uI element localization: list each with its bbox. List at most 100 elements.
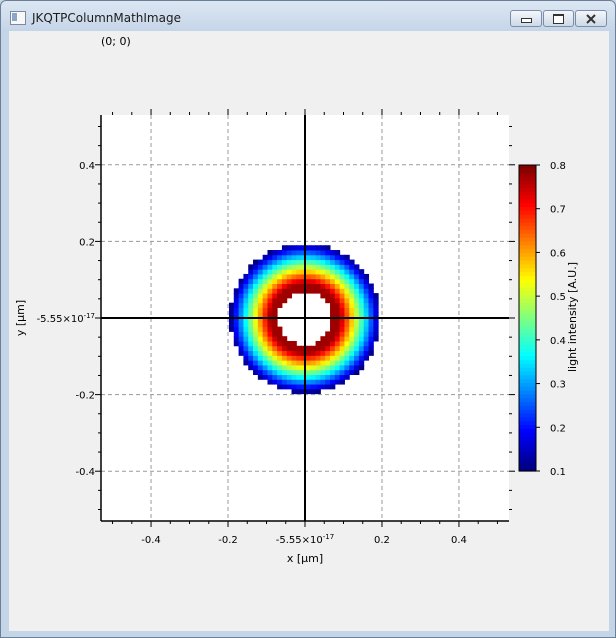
heatmap-cell xyxy=(267,312,273,318)
colorbar-tick-label: 0.4 xyxy=(550,336,566,347)
heatmap-cell xyxy=(334,264,341,270)
heatmap-cell xyxy=(363,350,370,356)
heatmap-cell xyxy=(305,369,312,375)
heatmap-cell xyxy=(334,259,341,265)
heatmap-cell xyxy=(325,288,331,294)
heatmap-cell xyxy=(305,283,312,289)
heatmap-cell xyxy=(368,331,374,337)
heatmap-cell xyxy=(373,336,379,342)
heatmap-cell xyxy=(330,350,336,356)
heatmap-cell xyxy=(330,254,336,261)
heatmap-cell xyxy=(286,264,293,270)
heatmap-cell xyxy=(272,250,278,256)
heatmap-cell xyxy=(339,302,345,308)
heatmap-cell xyxy=(349,302,355,308)
heatmap-cell xyxy=(272,254,278,261)
heatmap-cell xyxy=(253,269,259,275)
plot-area[interactable]: -0.4 -0.2 -5.55×10-17 0.2 0.4 0.4 0.2 -5.55×10… xyxy=(9,31,609,631)
heatmap-cell xyxy=(320,350,326,356)
heatmap-cell xyxy=(257,374,264,380)
heatmap-cell xyxy=(344,312,350,318)
heatmap-cell xyxy=(358,364,365,371)
heatmap-cell xyxy=(344,293,350,299)
heatmap-cell xyxy=(291,288,297,294)
heatmap-cell xyxy=(301,364,307,371)
heatmap-cell xyxy=(310,355,317,361)
title-bar[interactable]: JKQTPColumnMathImage xyxy=(1,1,615,31)
heatmap-cell xyxy=(354,345,360,352)
heatmap-cell xyxy=(330,321,336,328)
minimize-button[interactable] xyxy=(510,10,542,27)
heatmap-cell xyxy=(257,317,264,323)
heatmap-cell xyxy=(233,336,240,342)
heatmap-cell xyxy=(262,297,268,304)
heatmap-cell xyxy=(373,312,379,318)
heatmap-cell xyxy=(344,340,350,347)
heatmap-cell xyxy=(344,331,350,337)
heatmap-image xyxy=(228,245,379,395)
heatmap-cell xyxy=(330,317,336,323)
heatmap-cell xyxy=(305,259,312,265)
heatmap-cell xyxy=(358,340,365,347)
heatmap-cell xyxy=(248,355,254,361)
heatmap-cell xyxy=(334,312,341,318)
colorbar-segment xyxy=(519,306,536,311)
heatmap-cell xyxy=(267,336,273,342)
heatmap-cell xyxy=(358,355,365,361)
close-icon xyxy=(586,13,596,24)
heatmap-cell xyxy=(325,264,331,270)
heatmap-cell xyxy=(368,321,374,328)
colorbar-segment xyxy=(519,210,536,216)
heatmap-cell xyxy=(277,278,283,285)
heatmap-cell xyxy=(373,321,379,328)
heatmap-cell xyxy=(296,264,302,270)
heatmap-cell xyxy=(373,293,379,299)
heatmap-cell xyxy=(267,288,273,294)
heatmap-cell xyxy=(296,278,302,285)
close-button[interactable] xyxy=(575,10,607,27)
heatmap-cell xyxy=(267,283,273,289)
colorbar-segment xyxy=(519,218,536,223)
heatmap-cell xyxy=(281,269,288,275)
heatmap-cell xyxy=(233,307,240,313)
heatmap-cell xyxy=(320,288,326,294)
heatmap-cell xyxy=(233,293,240,299)
heatmap-cell xyxy=(358,278,365,285)
heatmap-cell xyxy=(277,293,283,299)
heatmap-cell xyxy=(272,369,278,375)
heatmap-cell xyxy=(305,345,312,352)
colorbar-segment xyxy=(519,252,536,258)
heatmap-cell xyxy=(310,273,317,280)
heatmap-cell xyxy=(233,317,240,323)
heatmap-cell xyxy=(272,312,278,318)
heatmap-cell xyxy=(262,326,268,332)
heatmap-cell xyxy=(368,326,374,332)
heatmap-cell xyxy=(315,250,321,256)
heatmap-cell xyxy=(296,250,302,256)
colorbar-segment xyxy=(519,168,536,174)
heatmap-cell xyxy=(277,254,283,261)
heatmap-cell xyxy=(315,350,321,356)
heatmap-cell xyxy=(272,321,278,328)
heatmap-cell xyxy=(363,340,370,347)
colorbar-segment xyxy=(519,386,536,392)
heatmap-cell xyxy=(286,345,293,352)
heatmap-cell xyxy=(238,317,244,323)
heatmap-cell xyxy=(310,278,317,285)
heatmap-cell xyxy=(310,360,317,366)
heatmap-cell xyxy=(277,336,283,342)
colorbar-segment xyxy=(519,176,536,181)
heatmap-cell xyxy=(281,293,288,299)
heatmap-cell xyxy=(267,379,273,385)
maximize-button[interactable] xyxy=(543,10,574,27)
heatmap-cell xyxy=(262,374,268,380)
colorbar-segment xyxy=(519,279,536,285)
colorbar-segment xyxy=(519,298,536,304)
heatmap-cell xyxy=(339,307,345,313)
heatmap-cell xyxy=(310,384,317,390)
heatmap-cell xyxy=(248,317,254,323)
heatmap-cell xyxy=(315,254,321,261)
heatmap-cell xyxy=(315,345,321,352)
heatmap-cell xyxy=(267,278,273,285)
